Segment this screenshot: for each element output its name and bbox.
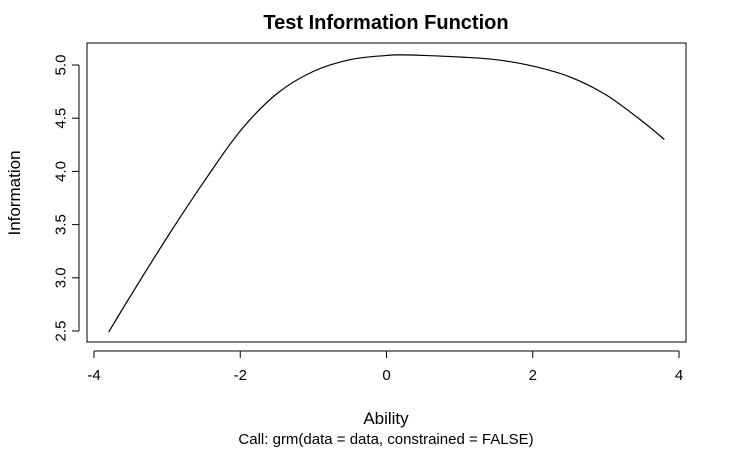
chart-title: Test Information Function <box>263 12 508 34</box>
x-tick-label: 0 <box>382 367 390 384</box>
x-axis-label: Ability <box>363 409 409 428</box>
y-tick-label: 4.0 <box>53 161 70 182</box>
y-tick-label: 3.5 <box>53 214 70 235</box>
y-tick-label: 3.0 <box>53 267 70 288</box>
call-subtitle: Call: grm(data = data, constrained = FAL… <box>238 431 533 448</box>
x-tick-label: -4 <box>87 367 100 384</box>
y-axis: 2.5 3.0 3.5 4.0 4.5 5.0 <box>53 55 80 342</box>
x-axis: -4 -2 0 2 4 <box>87 350 683 384</box>
series-layer <box>108 54 665 333</box>
x-tick-label: 4 <box>675 367 683 384</box>
x-tick-label: 2 <box>529 367 537 384</box>
y-tick-label: 2.5 <box>53 321 70 342</box>
y-tick-label: 5.0 <box>53 55 70 76</box>
information-curve <box>108 54 665 333</box>
y-tick-label: 4.5 <box>53 108 70 129</box>
plot-box <box>86 42 687 343</box>
y-axis-label: Information <box>5 150 24 235</box>
x-tick-label: -2 <box>234 367 247 384</box>
